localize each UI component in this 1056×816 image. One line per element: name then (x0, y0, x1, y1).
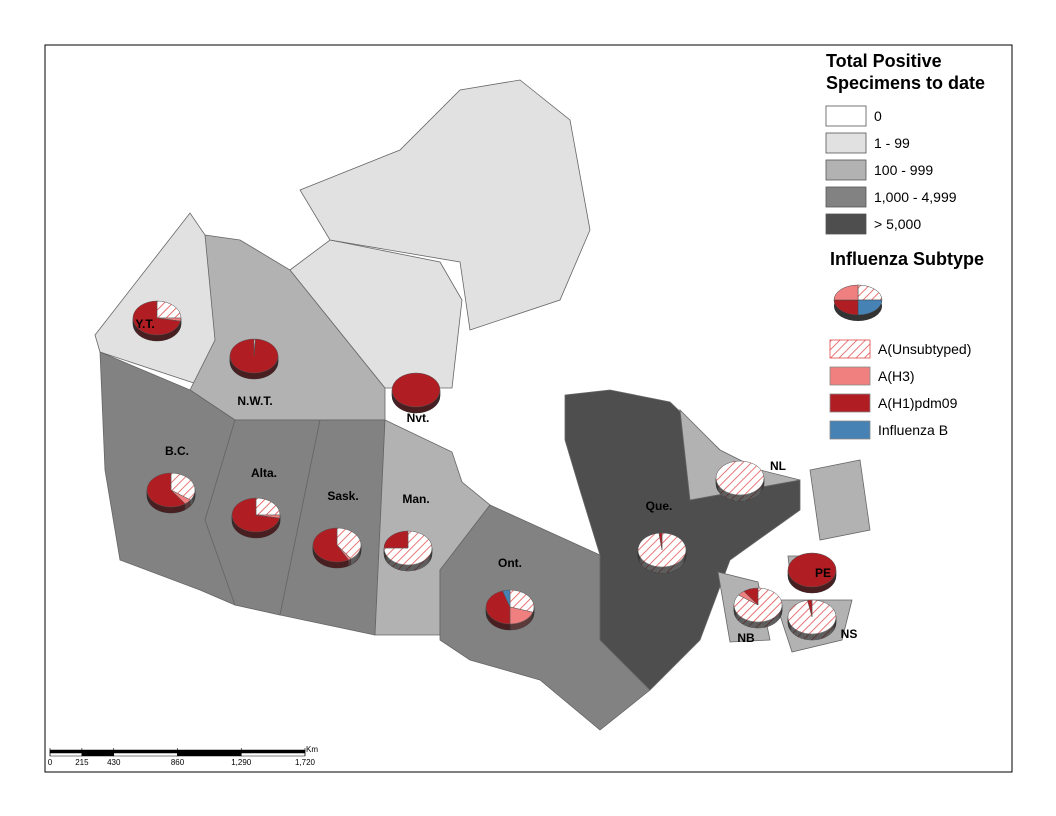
subtype-swatch (829, 366, 871, 386)
legend: 0 1 - 99 100 - 999 1,000 - 4,999 > 5,000 A(Un… (825, 105, 971, 440)
legend-label: 100 - 999 (874, 162, 933, 178)
province-label: Que. (646, 499, 673, 513)
legend-label: > 5,000 (874, 216, 921, 232)
pie-slice (743, 587, 759, 606)
pie-slice (336, 527, 362, 560)
subtype-label: A(Unsubtyped) (878, 341, 971, 357)
subtype-swatch (829, 420, 871, 440)
scale-bar: 0 215 430 860 1,290 1,720 Km (48, 745, 319, 767)
scale-segment (113, 749, 178, 754)
pie-slice (715, 460, 765, 496)
pie-slice (787, 552, 837, 588)
pie-slice (312, 527, 349, 563)
pie-slice (170, 472, 196, 501)
scale-label: 0 (48, 758, 53, 767)
scale-segment (177, 749, 242, 754)
legend-label: 1 - 99 (874, 135, 910, 151)
subtype-legend-title: Influenza Subtype (830, 249, 985, 269)
scale-label: 215 (75, 758, 89, 767)
province-label: NL (770, 459, 786, 473)
pie-slice (255, 497, 281, 516)
pie-slice (502, 589, 511, 608)
pie-slice (146, 472, 186, 508)
pie-slice (229, 338, 279, 374)
subtype-swatch (829, 393, 871, 413)
subtype-swatch (829, 339, 871, 359)
legend-sample-pie (833, 284, 883, 321)
province-shape (679, 408, 801, 501)
legend-label: 1,000 - 4,999 (874, 189, 957, 205)
pies: Y.T. N.W.T. Nvt. B.C. Alta. Sask. Man. Ont. Que.… (132, 300, 858, 645)
subtype-label: A(H1)pdm09 (878, 395, 958, 411)
province-shape (809, 459, 871, 541)
pie-slice (231, 497, 280, 533)
pie-slice (509, 589, 535, 613)
province-label: Y.T. (135, 317, 154, 331)
province-label: Nvt. (407, 411, 430, 425)
scale-segment (81, 749, 114, 754)
province-label: B.C. (165, 444, 189, 458)
pie-slice (658, 532, 663, 551)
legend-swatch (825, 186, 867, 208)
legend-title: Total Positive Specimens to date (826, 51, 986, 93)
scale-segment (49, 752, 83, 757)
province-label: N.W.T. (237, 394, 272, 408)
province-label: NB (737, 631, 755, 645)
province-shape (299, 79, 591, 331)
scale-label: 1,720 (295, 758, 316, 767)
scale-segment (177, 752, 242, 757)
scale-label: 430 (107, 758, 121, 767)
province-label: NS (841, 627, 858, 641)
province-label: PE (815, 566, 831, 580)
subtype-label: Influenza B (878, 422, 948, 438)
scale-segment (113, 752, 178, 757)
scale-segment (49, 749, 83, 754)
legend-swatch (825, 213, 867, 235)
province-label: Sask. (327, 489, 358, 503)
legend-swatch (825, 159, 867, 181)
legend-swatch (825, 132, 867, 154)
province-label: Ont. (498, 556, 522, 570)
pie-slice (391, 372, 441, 408)
scale-unit: Km (306, 745, 318, 754)
pie-slice (383, 530, 433, 566)
pie-slice (485, 590, 511, 625)
legend-label: 0 (874, 108, 882, 124)
subtype-label: A(H3) (878, 368, 915, 384)
pie-slice (807, 599, 813, 618)
pie-slice (156, 300, 182, 319)
province-label: Alta. (251, 466, 277, 480)
scale-segment (241, 752, 306, 757)
scale-label: 1,290 (231, 758, 252, 767)
legend-swatch (825, 105, 867, 127)
province-label: Man. (402, 492, 429, 506)
pie-slice (132, 300, 181, 336)
pie-slice (383, 530, 409, 549)
scale-segment (241, 749, 306, 754)
scale-label: 860 (171, 758, 185, 767)
scale-segment (81, 752, 114, 757)
